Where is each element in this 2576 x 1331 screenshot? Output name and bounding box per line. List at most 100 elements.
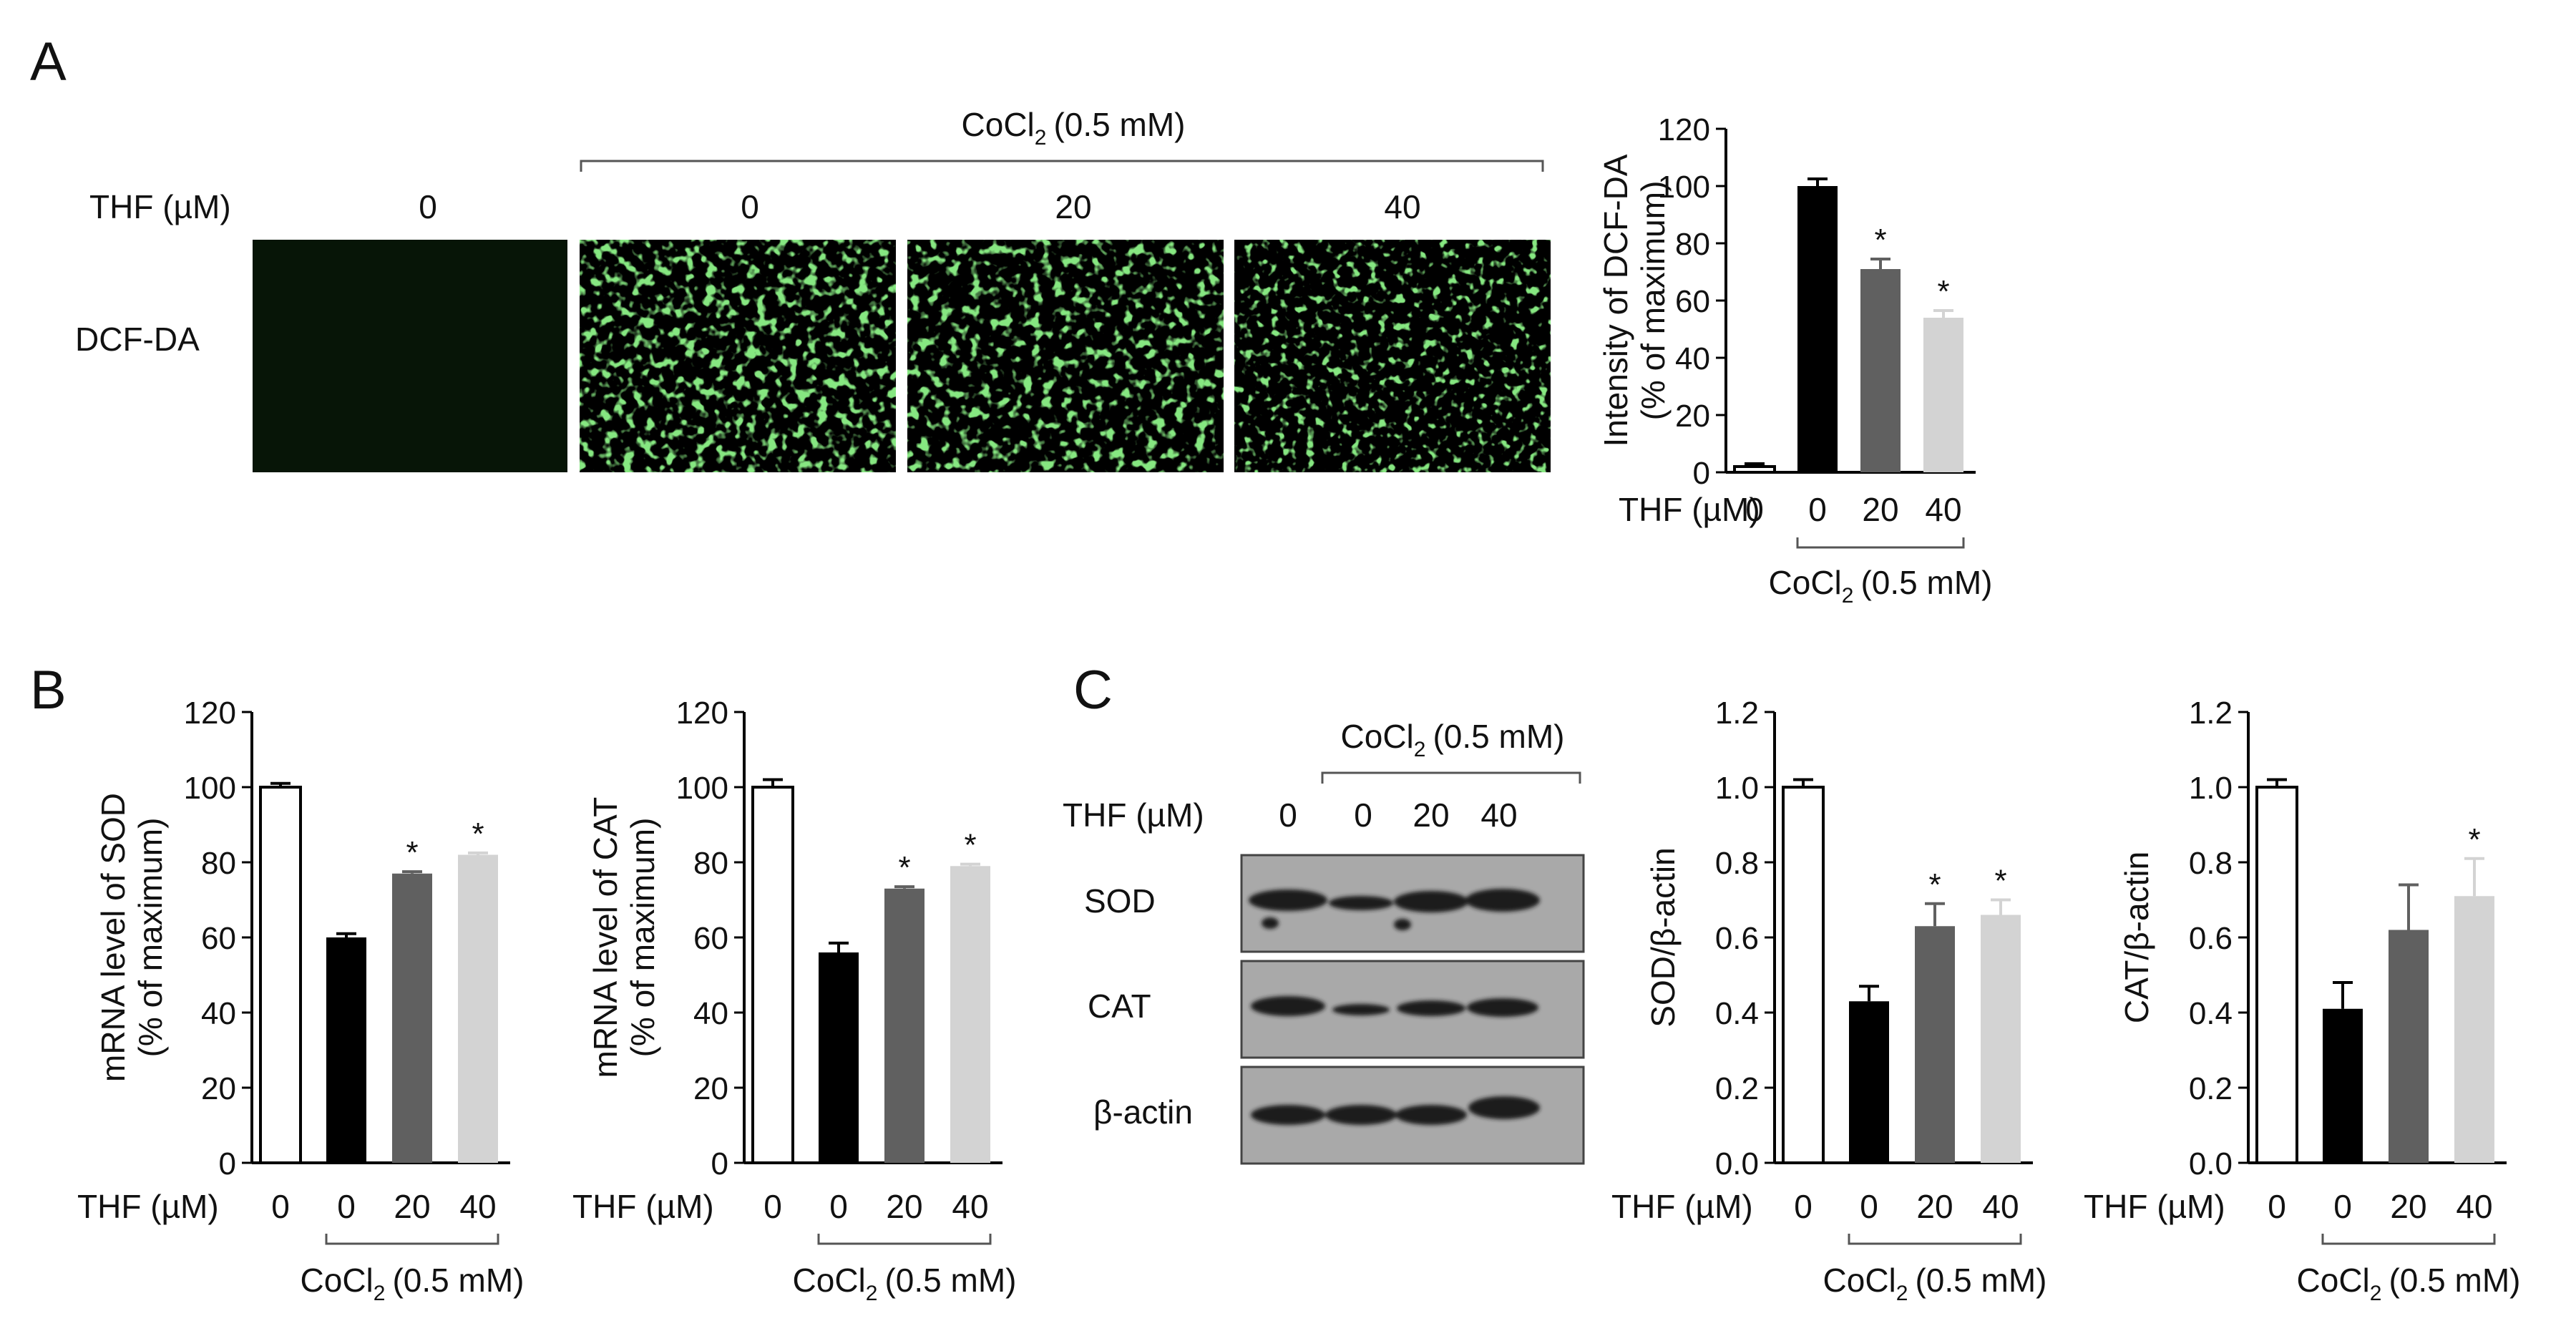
cocl2-bracket — [817, 1234, 992, 1245]
band-sod-lane2 — [1329, 896, 1393, 910]
cocl2-bracket — [1848, 1234, 2022, 1245]
bar — [1981, 915, 2021, 1163]
bar — [1782, 786, 1825, 1164]
x-tick-label: 40 — [2456, 1188, 2492, 1225]
x-tick-label: 0 — [763, 1188, 782, 1225]
panel-a-row-label: DCF-DA — [75, 321, 200, 358]
significance-star: * — [1937, 274, 1949, 309]
y-tick-label: 120 — [1658, 112, 1710, 147]
y-tick-label: 1.2 — [1715, 696, 1759, 731]
x-tick-label: 40 — [1925, 491, 1961, 528]
y-tick-label: 0.8 — [2189, 846, 2233, 881]
band-cat-lane3 — [1397, 1000, 1465, 1016]
x-tick-label: 20 — [1916, 1188, 1953, 1225]
blot-col-1: 0 — [1354, 796, 1372, 834]
y-tick-label: 0 — [711, 1146, 728, 1181]
y-tick-label: 0.4 — [2189, 996, 2233, 1031]
bar — [884, 888, 924, 1163]
significance-star: * — [406, 835, 418, 870]
band-sod-lane3 — [1394, 891, 1468, 912]
chart-cat-actin-ratio: 0.0 0.2 0.4 0.6 0.8 1.0 1.2 CAT/β-actin 0 0 20 * 40 T… — [2084, 696, 2520, 1305]
bar — [1923, 318, 1963, 472]
bar — [819, 952, 859, 1163]
bar — [2323, 1008, 2363, 1163]
y-tick-label: 1.0 — [2189, 771, 2233, 806]
blot-col-2: 20 — [1413, 796, 1449, 834]
bar — [1860, 269, 1901, 472]
bar — [1915, 926, 1955, 1163]
y-tick-label: 0.2 — [2189, 1071, 2233, 1106]
y-tick-label: 40 — [1675, 341, 1710, 376]
x-tick-label: 0 — [2268, 1188, 2286, 1225]
band-actin-lane4 — [1468, 1096, 1540, 1119]
cocl2-label: CoCl2 (0.5 mM) — [301, 1262, 525, 1305]
bar — [1733, 465, 1776, 474]
blot-row-cat: CAT — [1088, 988, 1151, 1025]
band-cat-lane2 — [1332, 1004, 1390, 1015]
y-tick-label: 40 — [201, 996, 236, 1031]
panel-a-col-1: 0 — [741, 188, 759, 225]
y-axis-label: (% of maximum) — [1634, 181, 1672, 421]
y-tick-label: 100 — [676, 771, 728, 806]
y-tick-label: 20 — [693, 1071, 728, 1106]
blot-thf-label: THF (µM) — [1063, 796, 1204, 834]
bar — [2255, 786, 2298, 1164]
x-tick-label: 20 — [1862, 491, 1898, 528]
blot-row-sod: SOD — [1084, 882, 1156, 920]
bar — [259, 786, 302, 1164]
y-tick-label: 0 — [1693, 456, 1710, 491]
x-tick-label: 0 — [829, 1188, 848, 1225]
panel-a-col-0: 0 — [419, 188, 437, 225]
y-tick-label: 120 — [184, 696, 236, 731]
cocl2-bracket — [325, 1234, 499, 1245]
y-axis-label: CAT/β-actin — [2118, 852, 2155, 1023]
y-tick-label: 80 — [201, 846, 236, 881]
dcfda-image-control — [253, 240, 567, 472]
y-tick-label: 1.0 — [1715, 771, 1759, 806]
chart-cat-mrna: 0 20 40 60 80 100 120 mRNA level of CAT (% of ma… — [572, 696, 1016, 1305]
blot-cocl2-label: CoCl2 (0.5 mM) — [1341, 718, 1565, 761]
y-tick-label: 0.0 — [1715, 1146, 1759, 1181]
y-tick-label: 40 — [693, 996, 728, 1031]
y-axis-label: Intensity of DCF-DA — [1597, 154, 1634, 447]
y-tick-label: 0.6 — [1715, 921, 1759, 956]
cocl2-label: CoCl2 (0.5 mM) — [793, 1262, 1017, 1305]
blot-cocl2-bracket — [1321, 771, 1581, 784]
band-actin-lane2 — [1325, 1105, 1397, 1125]
significance-star: * — [472, 816, 484, 852]
panel-a-cocl2-bracket — [580, 160, 1544, 172]
cocl2-bracket — [2321, 1234, 2496, 1245]
chart-sod-mrna: 0 20 40 60 80 100 120 mRNA level of SOD (% of ma… — [77, 696, 524, 1305]
cocl2-bracket — [1796, 537, 1965, 549]
y-tick-label: 20 — [201, 1071, 236, 1106]
panel-a-col-2: 20 — [1055, 188, 1091, 225]
bar — [392, 873, 432, 1163]
x-tick-label: 0 — [2333, 1188, 2352, 1225]
significance-star: * — [964, 828, 976, 863]
y-tick-label: 100 — [184, 771, 236, 806]
panel-letter-a: A — [30, 31, 67, 92]
band-cat-lane1 — [1251, 996, 1325, 1016]
y-tick-label: 0.0 — [2189, 1146, 2233, 1181]
y-tick-label: 100 — [1658, 170, 1710, 205]
panel-a-cocl2-label: CoCl2 (0.5 mM) — [962, 106, 1186, 150]
x-tick-label: 0 — [1808, 491, 1827, 528]
panel-a-col-3: 40 — [1384, 188, 1420, 225]
x-axis-thf-label: THF (µM) — [1611, 1188, 1753, 1225]
significance-star: * — [1994, 864, 2006, 899]
band-cat-lane4 — [1467, 998, 1538, 1017]
bar — [2454, 896, 2494, 1163]
y-tick-label: 0 — [219, 1146, 236, 1181]
x-tick-label: 40 — [952, 1188, 988, 1225]
panel-a-images: CoCl2 (0.5 mM) THF (µM) 0 0 20 40 DCF-DA — [75, 106, 1551, 472]
y-tick-label: 0.4 — [1715, 996, 1759, 1031]
panel-c-blot: CoCl2 (0.5 mM) THF (µM) 0 0 20 40 SOD CAT… — [1063, 718, 1585, 1165]
x-axis-thf-label: THF (µM) — [77, 1188, 219, 1225]
chart-dcfda-intensity: 0 20 40 60 80 100 120 Intensity of DCF-DA (% of … — [1597, 112, 1992, 608]
y-tick-label: 1.2 — [2189, 696, 2233, 731]
significance-star: * — [1928, 867, 1941, 902]
y-tick-label: 0.8 — [1715, 846, 1759, 881]
x-tick-label: 0 — [1745, 491, 1764, 528]
